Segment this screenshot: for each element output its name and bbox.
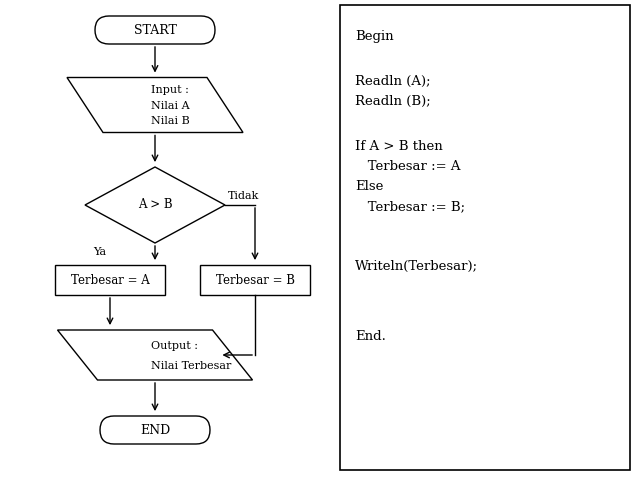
Text: Nilai Terbesar: Nilai Terbesar (151, 361, 232, 371)
Text: Terbesar := B;: Terbesar := B; (355, 200, 465, 213)
FancyBboxPatch shape (100, 416, 210, 444)
Text: Nilai B: Nilai B (152, 117, 190, 127)
Bar (55, 265, 165, 295)
Text: Else: Else (355, 180, 383, 193)
Text: Output :: Output : (151, 341, 198, 351)
Text: Ya: Ya (93, 247, 107, 257)
FancyBboxPatch shape (95, 16, 215, 44)
Text: Begin: Begin (355, 30, 394, 43)
Text: Terbesar = B: Terbesar = B (216, 274, 294, 287)
Text: If A > B then: If A > B then (355, 140, 443, 153)
Text: Readln (B);: Readln (B); (355, 95, 431, 108)
Text: START: START (134, 24, 177, 36)
Text: Readln (A);: Readln (A); (355, 75, 431, 88)
Bar (340, 5, 630, 470)
Polygon shape (85, 167, 225, 243)
Text: Terbesar := A: Terbesar := A (355, 160, 461, 173)
Text: END: END (140, 423, 170, 436)
Text: Nilai A: Nilai A (152, 101, 190, 111)
Text: Tidak: Tidak (228, 191, 259, 201)
Text: End.: End. (355, 330, 386, 343)
Text: Terbesar = A: Terbesar = A (70, 274, 149, 287)
Polygon shape (67, 77, 243, 132)
Text: Input :: Input : (152, 85, 189, 95)
Text: A > B: A > B (138, 199, 172, 212)
Polygon shape (58, 330, 253, 380)
Bar (200, 265, 310, 295)
Text: Writeln(Terbesar);: Writeln(Terbesar); (355, 260, 478, 273)
